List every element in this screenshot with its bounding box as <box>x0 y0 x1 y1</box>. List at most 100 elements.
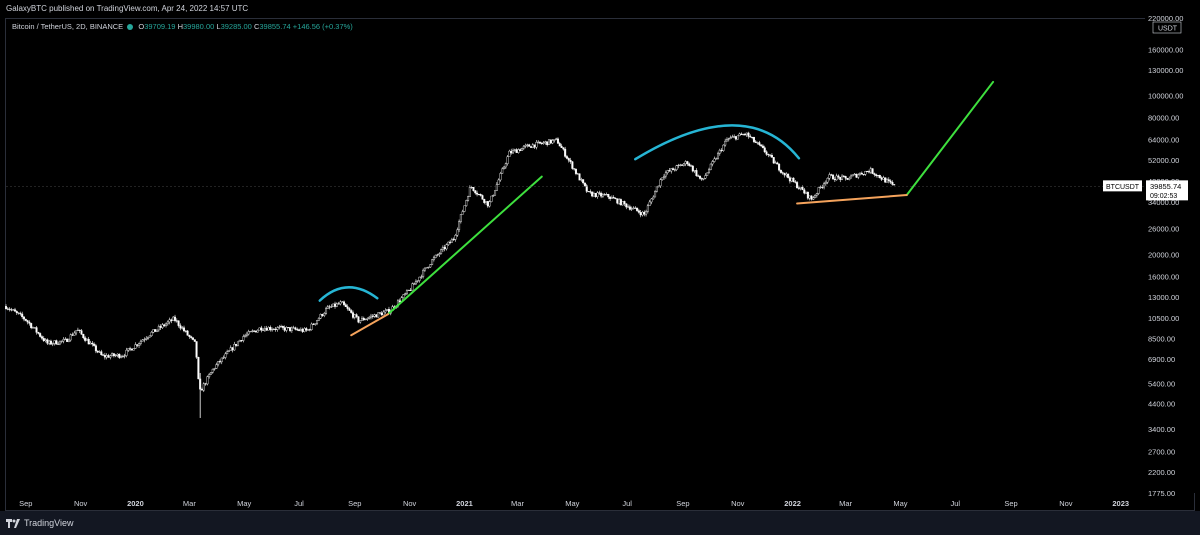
orange-trendline[interactable] <box>796 194 908 205</box>
candle-body <box>778 163 781 171</box>
candle-body <box>461 211 464 215</box>
candle-body <box>799 186 802 189</box>
candle-body <box>821 186 824 188</box>
candle-body <box>235 343 238 346</box>
candle-body <box>842 175 845 177</box>
candle-body <box>362 317 365 321</box>
candle-body <box>147 336 150 339</box>
candle-body <box>605 194 608 196</box>
candle-body <box>181 327 184 329</box>
candle-body <box>531 144 534 148</box>
candle-body <box>281 326 284 328</box>
candle-body <box>643 211 646 215</box>
candle-body <box>159 326 162 328</box>
candle-body <box>812 197 815 200</box>
candle-body <box>139 341 142 344</box>
time-tick-label: Nov <box>74 499 88 508</box>
tradingview-brand[interactable]: TradingView <box>6 518 74 528</box>
candle-body <box>456 229 459 236</box>
candle-body <box>661 177 664 180</box>
candle-body <box>483 199 486 203</box>
time-tick-label: May <box>237 499 251 508</box>
candle-body <box>871 168 874 174</box>
legend-symbol[interactable]: Bitcoin / TetherUS, 2D, BINANCE <box>12 22 124 31</box>
price-tick-label: 5400.00 <box>1148 379 1175 388</box>
cyan-arc[interactable] <box>318 286 379 302</box>
candle-body <box>808 195 811 199</box>
candle-body <box>699 175 702 179</box>
candle-body <box>627 206 630 208</box>
time-tick-label: 2023 <box>1112 499 1129 508</box>
candle-body <box>607 194 610 198</box>
price-tick-label: 80000.00 <box>1148 114 1179 123</box>
candle-body <box>407 289 410 291</box>
candle-body <box>727 138 730 140</box>
candle-body <box>69 334 72 341</box>
time-tick-label: Sep <box>676 499 689 508</box>
time-tick-label: Jul <box>951 499 961 508</box>
chart-frame[interactable] <box>5 18 1195 511</box>
candle-body <box>587 191 590 193</box>
candle-body <box>368 316 371 319</box>
candle-body <box>355 314 358 317</box>
candle-body <box>582 179 585 184</box>
candle-body <box>848 177 851 180</box>
candle-body <box>794 181 797 183</box>
candle-body <box>547 139 550 146</box>
candle-body <box>810 195 813 200</box>
time-tick-label: May <box>565 499 579 508</box>
candle-body <box>96 350 99 353</box>
candle-body <box>425 267 428 269</box>
low-value: 39285.00 <box>220 22 252 31</box>
candle-body <box>402 294 405 299</box>
candle-body <box>830 174 833 176</box>
candle-body <box>422 269 425 278</box>
candle-body <box>429 264 432 268</box>
candle-body <box>148 335 151 338</box>
candle-body <box>190 336 193 338</box>
cyan-arc[interactable] <box>634 124 801 161</box>
time-tick-label: Mar <box>511 499 524 508</box>
candle-body <box>646 205 649 212</box>
candle-body <box>814 194 817 198</box>
candle-body <box>706 172 709 176</box>
candle-body <box>274 328 277 330</box>
time-tick-label: Jul <box>294 499 304 508</box>
candle-body <box>4 306 7 310</box>
time-tick-label: 2022 <box>784 499 801 508</box>
green-trendline[interactable] <box>387 175 543 316</box>
candle-body <box>175 320 178 322</box>
candle-body <box>524 145 527 147</box>
candle-body <box>360 317 363 321</box>
candle-body <box>887 179 890 182</box>
green-trendline[interactable] <box>905 80 995 197</box>
candle-body <box>616 198 619 204</box>
candle-body <box>504 163 507 168</box>
candle-body <box>441 246 444 250</box>
candle-body <box>745 132 748 135</box>
candle-body <box>154 329 157 332</box>
candle-body <box>330 306 333 308</box>
candle-body <box>13 309 16 312</box>
candle-body <box>191 337 194 340</box>
candle-body <box>621 201 624 206</box>
candle-body <box>303 328 306 332</box>
candle-body <box>684 161 687 165</box>
candle-body <box>71 334 74 336</box>
candle-body <box>738 133 741 137</box>
candle-body <box>609 196 612 199</box>
orange-trendline[interactable] <box>350 313 390 337</box>
candle-body <box>781 172 784 174</box>
candle-body <box>10 309 13 311</box>
footer-bar <box>0 511 1200 535</box>
candle-body <box>84 337 87 341</box>
candle-body <box>704 175 707 179</box>
candle-body <box>103 355 106 358</box>
candle-body <box>533 144 536 148</box>
symbol-legend[interactable]: Bitcoin / TetherUS, 2D, BINANCE O39709.1… <box>12 22 353 31</box>
candle-body <box>278 326 281 328</box>
candle-body <box>770 155 773 158</box>
candle-body <box>472 187 475 191</box>
candle-body <box>691 165 694 172</box>
